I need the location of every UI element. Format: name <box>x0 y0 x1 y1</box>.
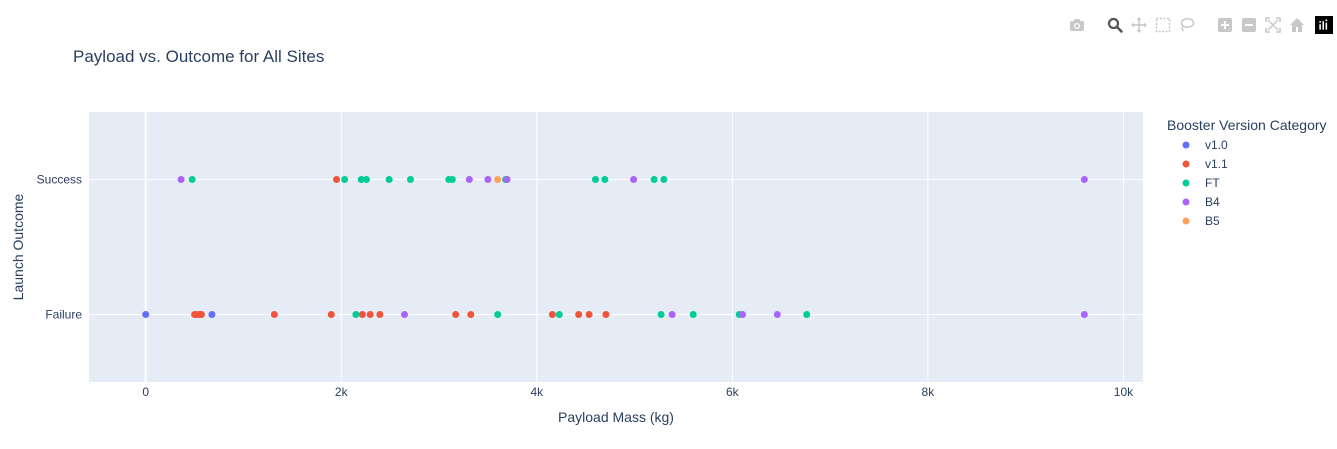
legend-item[interactable]: B5 <box>1182 214 1221 228</box>
legend-marker <box>1182 217 1190 225</box>
data-point[interactable] <box>358 311 366 318</box>
data-point[interactable] <box>142 311 150 318</box>
data-point[interactable] <box>575 311 583 318</box>
data-point[interactable] <box>452 311 460 318</box>
data-point[interactable] <box>177 176 185 183</box>
data-point[interactable] <box>1080 311 1088 318</box>
data-point[interactable] <box>376 311 384 318</box>
data-point[interactable] <box>689 311 697 318</box>
legend-item[interactable]: v1.1 <box>1182 157 1229 171</box>
modebar-group-drag <box>1101 15 1197 35</box>
data-point[interactable] <box>188 176 196 183</box>
data-point[interactable] <box>406 176 414 183</box>
data-point[interactable] <box>208 311 216 318</box>
data-point[interactable] <box>197 311 205 318</box>
y-axis-title: Launch Outcome <box>10 193 26 300</box>
data-point[interactable] <box>630 176 638 183</box>
lasso-select-icon[interactable] <box>1177 15 1197 35</box>
pan-icon[interactable] <box>1129 15 1149 35</box>
y-axis-ticks: Failure Success <box>37 173 83 322</box>
legend-item[interactable]: B4 <box>1182 195 1221 209</box>
data-point[interactable] <box>484 176 492 183</box>
reset-axes-icon[interactable] <box>1287 15 1307 35</box>
data-point[interactable] <box>548 311 556 318</box>
data-point[interactable] <box>494 311 502 318</box>
series-v1-0 <box>142 311 216 318</box>
series-b4 <box>177 176 1088 318</box>
x-tick-label: 4k <box>530 385 544 399</box>
data-point[interactable] <box>1080 176 1088 183</box>
data-points <box>142 176 1088 318</box>
data-point[interactable] <box>366 311 374 318</box>
data-point[interactable] <box>585 311 593 318</box>
data-point[interactable] <box>602 311 610 318</box>
data-point[interactable] <box>448 176 456 183</box>
data-point[interactable] <box>467 311 475 318</box>
modebar <box>1049 14 1333 36</box>
legend-marker <box>1182 160 1190 168</box>
camera-icon[interactable] <box>1067 15 1087 35</box>
data-point[interactable] <box>739 311 747 318</box>
zoom-icon[interactable] <box>1105 15 1125 35</box>
x-axis-title: Payload Mass (kg) <box>558 409 674 425</box>
data-point[interactable] <box>601 176 609 183</box>
x-tick-label: 10k <box>1114 385 1134 399</box>
legend-marker <box>1182 141 1190 149</box>
data-point[interactable] <box>357 176 365 183</box>
gridlines <box>89 112 1143 382</box>
zoom-out-icon[interactable] <box>1239 15 1259 35</box>
legend-item[interactable]: v1.0 <box>1182 138 1229 152</box>
data-point[interactable] <box>657 311 665 318</box>
legend-label: B5 <box>1205 214 1220 228</box>
legend-title: Booster Version Category <box>1167 117 1327 133</box>
zoom-in-icon[interactable] <box>1215 15 1235 35</box>
x-tick-label: 2k <box>335 385 349 399</box>
data-point[interactable] <box>660 176 668 183</box>
legend-label: v1.1 <box>1205 157 1228 171</box>
series-b5 <box>494 176 502 183</box>
data-point[interactable] <box>803 311 811 318</box>
legend-item[interactable]: FT <box>1182 176 1221 190</box>
modebar-group-capture <box>1063 15 1087 35</box>
data-point[interactable] <box>352 311 360 318</box>
data-point[interactable] <box>503 176 511 183</box>
legend-marker <box>1182 198 1190 206</box>
y-tick-label: Success <box>37 173 82 187</box>
data-point[interactable] <box>270 311 278 318</box>
legend-label: B4 <box>1205 195 1220 209</box>
modebar-group-zoom <box>1211 15 1307 35</box>
data-point[interactable] <box>341 176 349 183</box>
legend: Booster Version Category v1.0 v1.1 FT B4 B5 <box>1167 117 1327 228</box>
x-tick-label: 8k <box>922 385 936 399</box>
data-point[interactable] <box>465 176 473 183</box>
box-select-icon[interactable] <box>1153 15 1173 35</box>
data-point[interactable] <box>555 311 563 318</box>
data-point[interactable] <box>333 176 341 183</box>
legend-marker <box>1182 179 1190 187</box>
plot-area <box>89 112 1143 382</box>
legend-label: FT <box>1205 176 1220 190</box>
x-tick-label: 6k <box>726 385 740 399</box>
data-point[interactable] <box>385 176 393 183</box>
data-point[interactable] <box>650 176 658 183</box>
series-v1-1 <box>191 176 610 318</box>
legend-label: v1.0 <box>1205 138 1228 152</box>
data-point[interactable] <box>773 311 781 318</box>
data-point[interactable] <box>591 176 599 183</box>
data-point[interactable] <box>494 176 502 183</box>
plotly-logo-icon[interactable] <box>1315 16 1333 34</box>
data-point[interactable] <box>362 176 370 183</box>
chart-title: Payload vs. Outcome for All Sites <box>73 47 324 66</box>
data-point[interactable] <box>668 311 676 318</box>
data-point[interactable] <box>401 311 409 318</box>
x-axis-ticks: 0 2k 4k 6k 8k 10k <box>142 385 1134 399</box>
autoscale-icon[interactable] <box>1263 15 1283 35</box>
x-tick-label: 0 <box>142 385 149 399</box>
y-tick-label: Failure <box>45 308 82 322</box>
data-point[interactable] <box>327 311 335 318</box>
